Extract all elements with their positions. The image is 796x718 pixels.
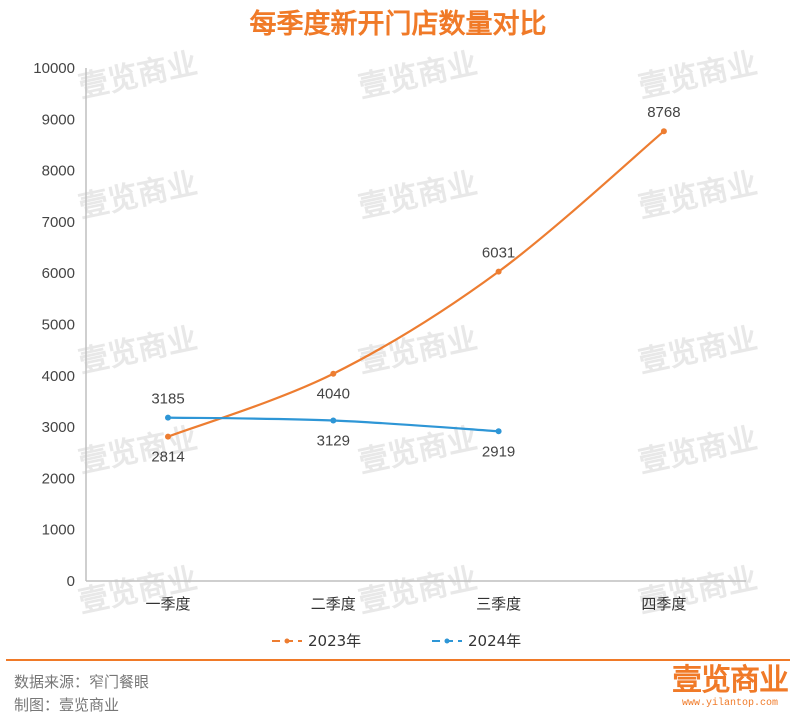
logo-text: 壹览商业 xyxy=(672,663,789,698)
series-line-2023年 xyxy=(167,130,665,438)
divider xyxy=(6,659,790,661)
watermark: 壹览商业 xyxy=(636,421,761,480)
maker-note: 制图：壹览商业 xyxy=(14,696,120,714)
y-tick-label: 0 xyxy=(67,573,75,590)
logo-url: www.yilantop.com xyxy=(681,698,778,709)
y-tick-label: 7000 xyxy=(42,214,75,231)
y-tick-label: 1000 xyxy=(42,522,75,539)
watermark: 壹览商业 xyxy=(76,321,201,380)
legend-label: 2023年 xyxy=(308,632,362,650)
legend-marker-icon xyxy=(432,638,462,643)
data-point xyxy=(495,428,502,435)
watermark: 壹览商业 xyxy=(636,166,761,225)
watermark: 壹览商业 xyxy=(356,46,481,105)
data-point xyxy=(165,414,171,421)
legend-marker-icon xyxy=(272,638,302,643)
data-point xyxy=(660,128,667,135)
x-tick-label: 三季度 xyxy=(476,595,521,613)
chart-title: 每季度新开门店数量对比 xyxy=(249,9,547,40)
data-label: 4040 xyxy=(317,386,350,403)
data-label: 2814 xyxy=(151,449,184,466)
data-label: 8768 xyxy=(647,104,680,121)
y-tick-label: 3000 xyxy=(42,419,75,436)
y-tick-label: 2000 xyxy=(42,470,75,487)
data-point xyxy=(495,268,502,275)
y-tick-label: 5000 xyxy=(42,317,75,334)
data-point xyxy=(165,433,171,440)
x-tick-label: 一季度 xyxy=(145,595,190,613)
y-tick-label: 9000 xyxy=(42,111,75,128)
y-tick-label: 10000 xyxy=(33,60,75,77)
data-label: 6031 xyxy=(482,245,515,262)
watermark: 壹览商业 xyxy=(76,46,201,105)
legend-item: 2023年 xyxy=(272,630,361,651)
data-point xyxy=(330,417,337,424)
watermark: 壹览商业 xyxy=(636,46,761,105)
legend-item: 2024年 xyxy=(432,630,521,651)
watermark: 壹览商业 xyxy=(356,321,481,380)
x-tick-label: 二季度 xyxy=(311,595,356,613)
y-tick-label: 8000 xyxy=(42,163,75,180)
legend-label: 2024年 xyxy=(468,632,522,650)
data-label: 3129 xyxy=(317,432,350,449)
x-tick-label: 四季度 xyxy=(641,595,686,613)
watermark: 壹览商业 xyxy=(636,321,761,380)
watermark: 壹览商业 xyxy=(356,421,481,480)
source-note: 数据来源：窄门餐眼 xyxy=(14,673,150,691)
data-point xyxy=(330,370,337,377)
watermark: 壹览商业 xyxy=(356,166,481,225)
watermark: 壹览商业 xyxy=(356,561,481,620)
y-tick-label: 6000 xyxy=(42,265,75,282)
watermark: 壹览商业 xyxy=(76,166,201,225)
brand-logo: 壹览商业 www.yilantop.com xyxy=(672,663,789,710)
data-label: 3185 xyxy=(151,391,184,408)
y-tick-label: 4000 xyxy=(42,368,75,385)
data-label: 2919 xyxy=(482,443,515,460)
